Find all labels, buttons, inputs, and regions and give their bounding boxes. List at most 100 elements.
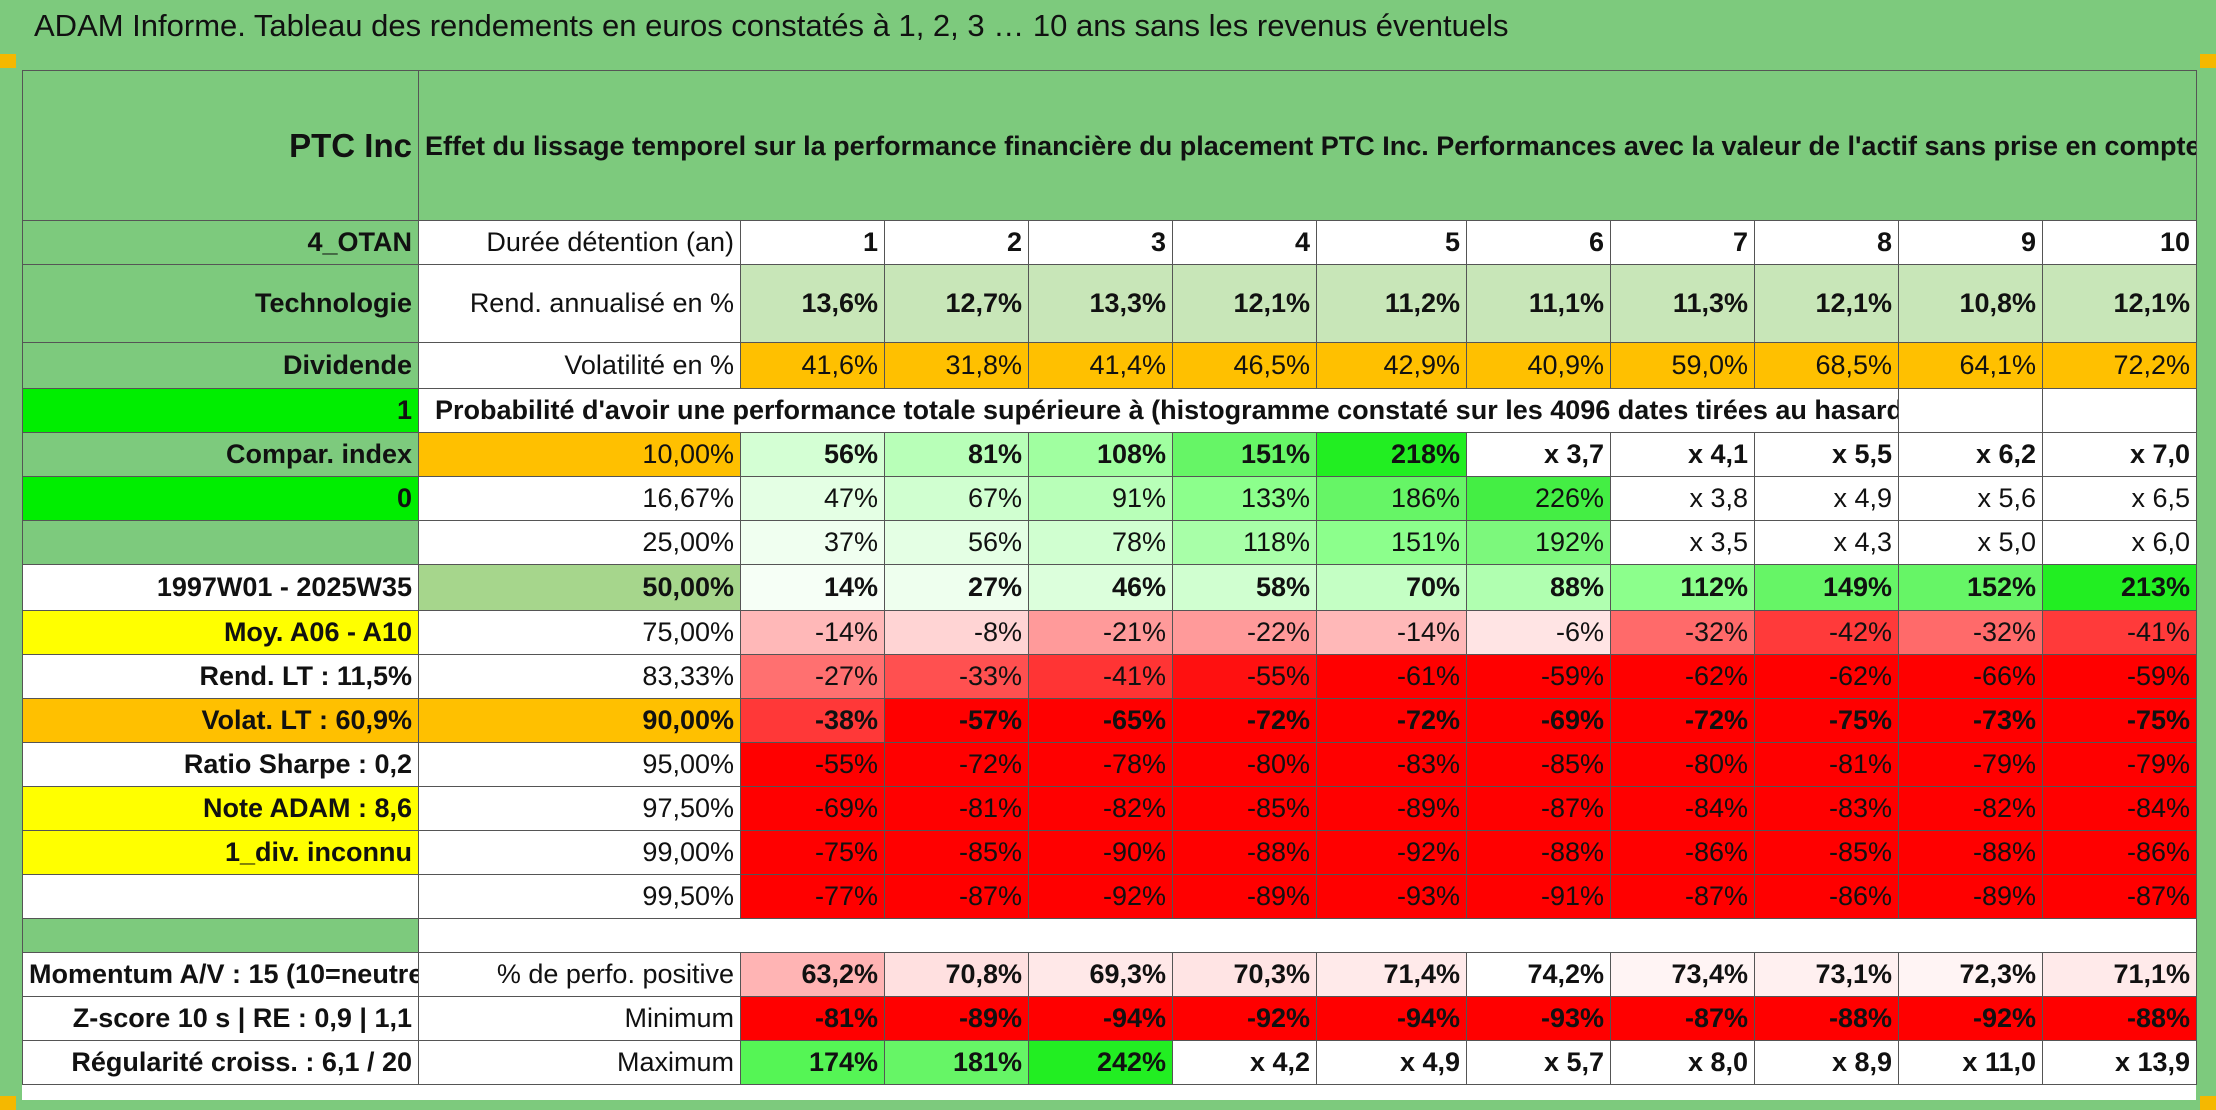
year-header: 8 xyxy=(1754,220,1899,265)
prob-row: Ratio Sharpe : 0,2 95,00% -55% -72% -78%… xyxy=(22,742,2198,787)
pos-cell: 63,2% xyxy=(740,952,885,997)
prob-threshold: 50,00% xyxy=(418,564,741,611)
prob-cell: -32% xyxy=(1898,610,2043,655)
prob-title-row: 1 Probabilité d'avoir une performance to… xyxy=(22,388,2198,433)
performance-table: PTC Inc Effet du lissage temporel sur la… xyxy=(22,70,2198,1100)
prob-cell: -81% xyxy=(1754,742,1899,787)
rend-cell: 12,7% xyxy=(884,264,1029,343)
prob-cell: 81% xyxy=(884,432,1029,477)
prob-cell: 218% xyxy=(1316,432,1467,477)
prob-cell: -89% xyxy=(1172,874,1317,919)
prob-cell: -86% xyxy=(2041,830,2198,875)
prob-threshold: 95,00% xyxy=(418,742,741,787)
year-header: 7 xyxy=(1610,220,1755,265)
max-cell: x 4,2 xyxy=(1172,1040,1317,1085)
prob-cell: -93% xyxy=(1316,874,1467,919)
vol-cell: 59,0% xyxy=(1610,342,1755,389)
prob-row: Note ADAM : 8,6 97,50% -69% -81% -82% -8… xyxy=(22,786,2198,831)
year-header: 10 xyxy=(2041,220,2198,265)
spacer-row xyxy=(22,918,2198,953)
asset-code: 4_OTAN xyxy=(22,220,419,265)
min-row: Z-score 10 s | RE : 0,9 | 1,1 Minimum -8… xyxy=(22,996,2198,1041)
prob-cell: 27% xyxy=(884,564,1029,611)
prob-row: 0 16,67% 47% 67% 91% 133% 186% 226% x 3,… xyxy=(22,476,2198,521)
prob-cell: x 3,5 xyxy=(1610,520,1755,565)
prob-cell: -81% xyxy=(884,786,1029,831)
prob-cell: -75% xyxy=(2041,698,2198,743)
regularite-label: Régularité croiss. : 6,1 / 20 xyxy=(22,1040,419,1085)
prob-cell: -22% xyxy=(1172,610,1317,655)
moy-label: Moy. A06 - A10 xyxy=(22,610,419,655)
prob-cell: -80% xyxy=(1172,742,1317,787)
prob-cell: 108% xyxy=(1028,432,1173,477)
prob-cell: -66% xyxy=(1898,654,2043,699)
prob-threshold: 99,50% xyxy=(418,874,741,919)
vol-cell: 42,9% xyxy=(1316,342,1467,389)
prob-cell: -83% xyxy=(1754,786,1899,831)
prob-cell: -73% xyxy=(1898,698,2043,743)
prob-cell: 112% xyxy=(1610,564,1755,611)
prob-cell: -87% xyxy=(1466,786,1611,831)
prob-cell: -89% xyxy=(1316,786,1467,831)
header-row: PTC Inc Effet du lissage temporel sur la… xyxy=(22,70,2198,221)
rend-cell: 11,2% xyxy=(1316,264,1467,343)
prob-cell: 186% xyxy=(1316,476,1467,521)
prob-cell: -21% xyxy=(1028,610,1173,655)
pos-label: % de perfo. positive xyxy=(418,952,741,997)
prob-row: 25,00% 37% 56% 78% 118% 151% 192% x 3,5 … xyxy=(22,520,2198,565)
prob-cell: x 3,8 xyxy=(1610,476,1755,521)
prob-cell: x 3,7 xyxy=(1466,432,1611,477)
prob-cell: -85% xyxy=(1754,830,1899,875)
prob-cell: -59% xyxy=(1466,654,1611,699)
prob-cell: -87% xyxy=(884,874,1029,919)
prob-cell: -61% xyxy=(1316,654,1467,699)
asset-name: PTC Inc xyxy=(22,70,419,221)
prob-cell: -90% xyxy=(1028,830,1173,875)
prob-threshold: 16,67% xyxy=(418,476,741,521)
prob-cell: x 7,0 xyxy=(2041,432,2198,477)
rend-label: Rend. annualisé en % xyxy=(418,264,741,343)
min-cell: -94% xyxy=(1028,996,1173,1041)
min-cell: -81% xyxy=(740,996,885,1041)
prob-cell: -6% xyxy=(1466,610,1611,655)
max-row: Régularité croiss. : 6,1 / 20 Maximum 17… xyxy=(22,1040,2198,1085)
prob-cell: -62% xyxy=(1754,654,1899,699)
page-title: ADAM Informe. Tableau des rendements en … xyxy=(34,8,1509,43)
prob-cell: -62% xyxy=(1610,654,1755,699)
header-description: Effet du lissage temporel sur la perform… xyxy=(417,70,2198,221)
prob-cell: 91% xyxy=(1028,476,1173,521)
pos-cell: 73,4% xyxy=(1610,952,1755,997)
prob-cell: 46% xyxy=(1028,564,1173,611)
prob-cell: 37% xyxy=(740,520,885,565)
prob-threshold: 83,33% xyxy=(418,654,741,699)
vol-cell: 40,9% xyxy=(1466,342,1611,389)
compar-index: Compar. index xyxy=(22,432,419,477)
year-header: 4 xyxy=(1172,220,1317,265)
prob-cell: 88% xyxy=(1466,564,1611,611)
corner-marker xyxy=(0,1096,16,1110)
prob-threshold: 97,50% xyxy=(418,786,741,831)
pos-cell: 71,1% xyxy=(2041,952,2198,997)
prob-cell: x 5,0 xyxy=(1898,520,2043,565)
empty-cell xyxy=(2041,388,2198,433)
corner-marker xyxy=(2200,1096,2216,1110)
min-cell: -92% xyxy=(1898,996,2043,1041)
period-label: 1997W01 - 2025W35 xyxy=(22,564,419,611)
rend-cell: 12,1% xyxy=(1754,264,1899,343)
prob-cell: 70% xyxy=(1316,564,1467,611)
prob-row: Compar. index 10,00% 56% 81% 108% 151% 2… xyxy=(22,432,2198,477)
note-adam: Note ADAM : 8,6 xyxy=(22,786,419,831)
year-header: 1 xyxy=(740,220,885,265)
prob-cell: -72% xyxy=(1172,698,1317,743)
prob-cell: -78% xyxy=(1028,742,1173,787)
vol-cell: 41,4% xyxy=(1028,342,1173,389)
prob-row: 99,50% -77% -87% -92% -89% -93% -91% -87… xyxy=(22,874,2198,919)
volat-lt-label: Volat. LT : 60,9% xyxy=(22,698,419,743)
flag-one: 1 xyxy=(22,388,419,433)
corner-marker xyxy=(0,54,16,68)
prob-cell: -87% xyxy=(2041,874,2198,919)
corner-marker xyxy=(2200,54,2216,68)
vol-cell: 31,8% xyxy=(884,342,1029,389)
prob-cell: 56% xyxy=(884,520,1029,565)
prob-cell: -91% xyxy=(1466,874,1611,919)
